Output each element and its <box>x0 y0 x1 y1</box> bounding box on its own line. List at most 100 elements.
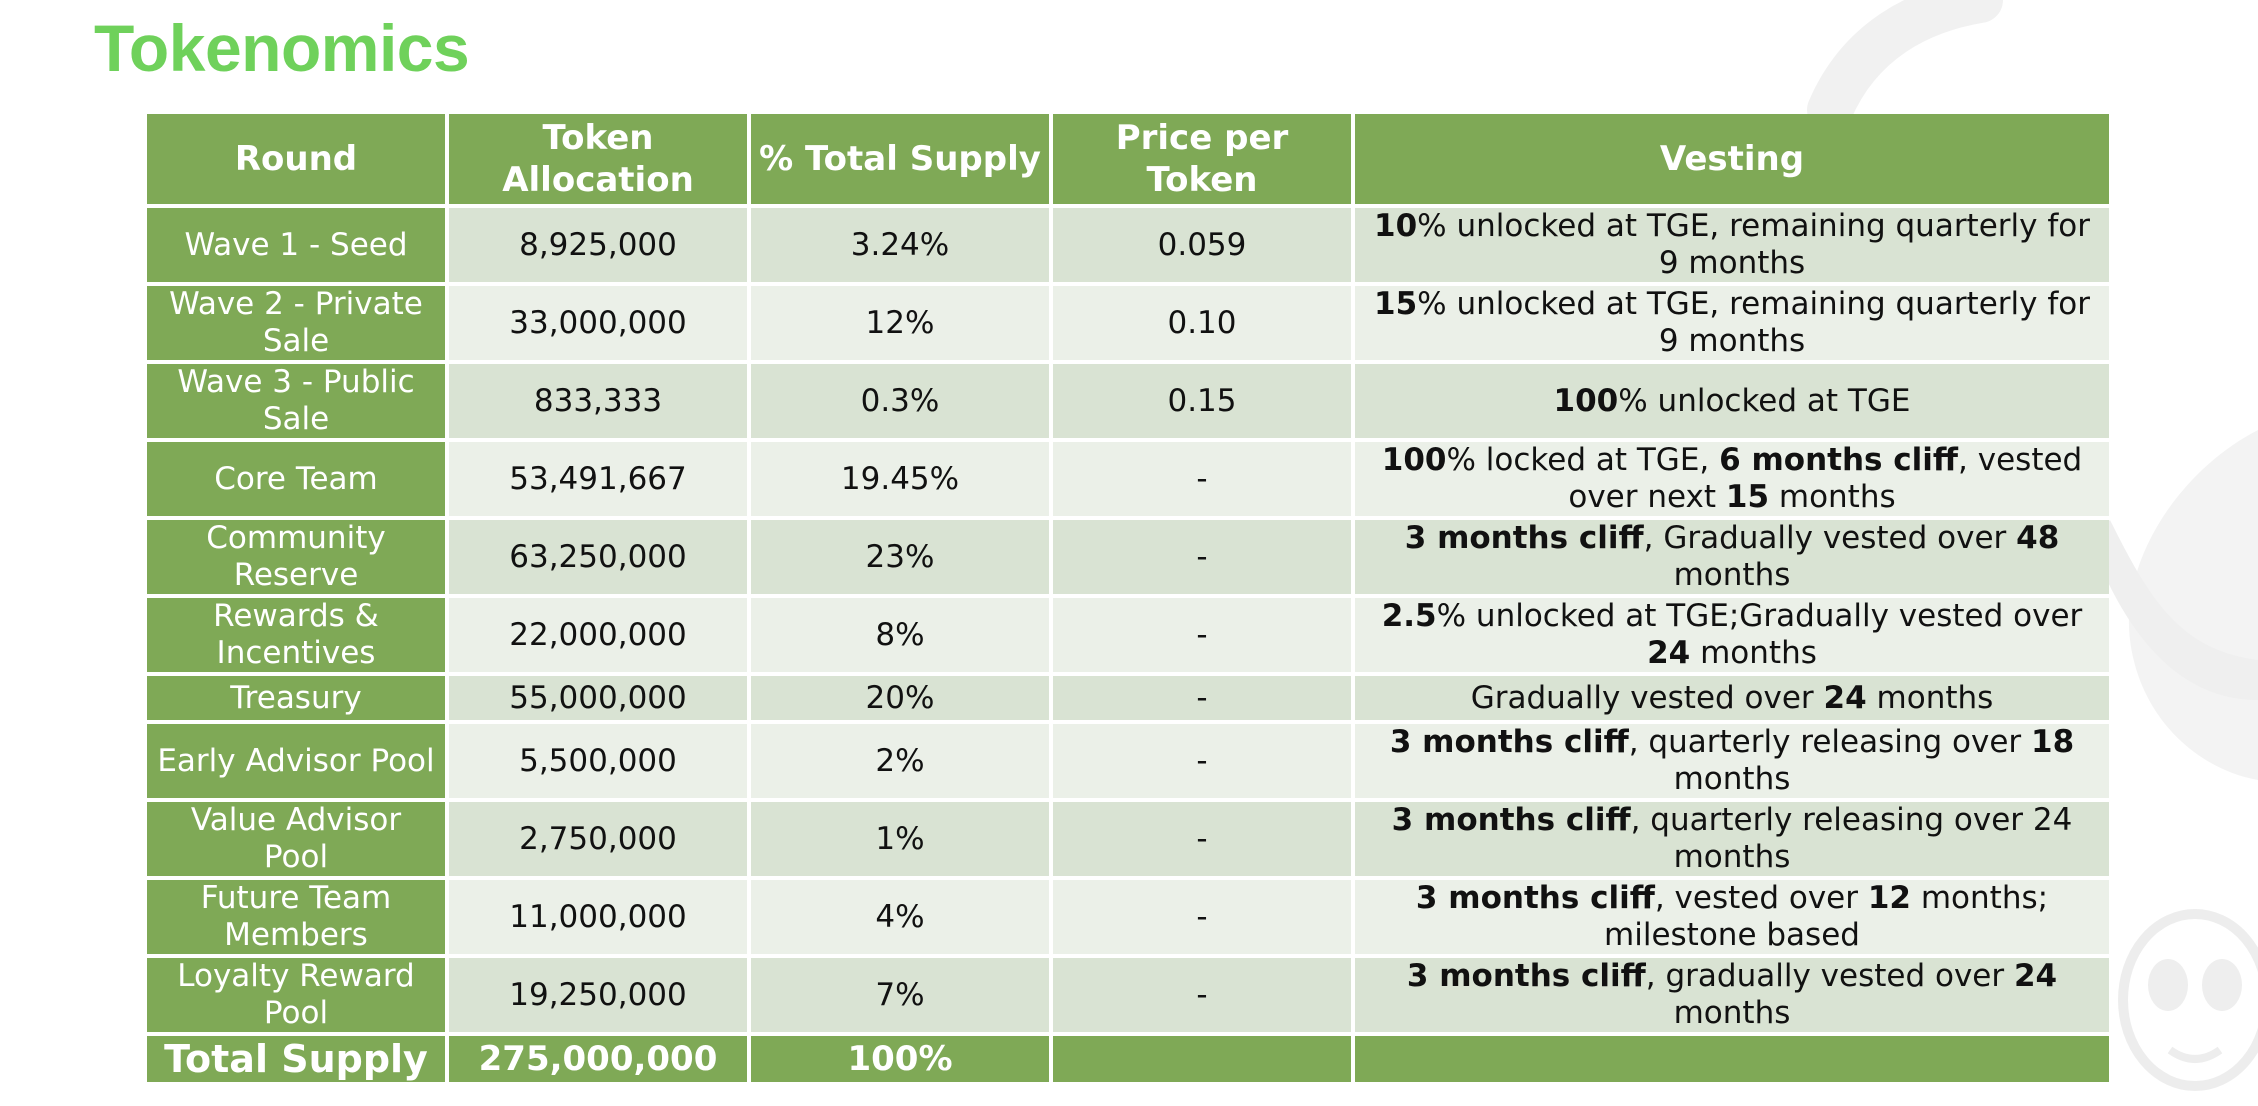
vesting-emphasis: 24 <box>1823 679 1867 716</box>
header-token-allocation: Token Allocation <box>449 114 747 204</box>
vesting-text: months <box>1769 479 1896 515</box>
vesting-emphasis: 100 <box>1381 442 1447 478</box>
header-total-supply-percent: % Total Supply <box>751 114 1049 204</box>
round-cell: Value Advisor Pool <box>147 802 445 876</box>
price-cell: - <box>1053 520 1351 594</box>
round-cell: Wave 2 - Private Sale <box>147 286 445 360</box>
total-supply-row: Total Supply 275,000,000 100% <box>147 1036 2109 1082</box>
vesting-emphasis: 3 months cliff <box>1391 802 1631 838</box>
table-row: Early Advisor Pool 5,500,000 2% -3 months c… <box>147 724 2109 798</box>
price-cell: - <box>1053 598 1351 672</box>
vesting-cell: 3 months cliff, vested over 12 months; m… <box>1355 880 2109 954</box>
vesting-cell: 10% unlocked at TGE, remaining quarterly… <box>1355 208 2109 282</box>
vesting-cell: Gradually vested over 24 months <box>1355 676 2109 720</box>
percent-cell: 23% <box>751 520 1049 594</box>
vesting-text: , vested over <box>1654 880 1868 916</box>
mascot-watermark <box>2118 909 2258 1091</box>
table-row: Wave 3 - Public Sale 833,333 0.3% 0.15 100% … <box>147 364 2109 438</box>
price-cell: - <box>1053 676 1351 720</box>
vesting-cell: 2.5% unlocked at TGE;Gradually vested ov… <box>1355 598 2109 672</box>
vesting-emphasis: 10 <box>1374 208 1418 244</box>
table-header-row: Round Token Allocation % Total Supply Pr… <box>147 114 2109 204</box>
percent-cell: 7% <box>751 958 1049 1032</box>
vesting-cell: 3 months cliff, Gradually vested over 48… <box>1355 520 2109 594</box>
vesting-cell: 15% unlocked at TGE, remaining quarterly… <box>1355 286 2109 360</box>
table-row: Wave 2 - Private Sale 33,000,000 12% 0.10 15… <box>147 286 2109 360</box>
vesting-text: , gradually vested over <box>1645 958 2014 994</box>
allocation-cell: 22,000,000 <box>449 598 747 672</box>
allocation-cell: 33,000,000 <box>449 286 747 360</box>
total-label: Total Supply <box>147 1036 445 1082</box>
allocation-cell: 55,000,000 <box>449 676 747 720</box>
round-cell: Wave 1 - Seed <box>147 208 445 282</box>
vesting-text: % locked at TGE, <box>1446 442 1720 478</box>
vesting-emphasis: 2.5 <box>1381 598 1437 634</box>
vesting-text: months <box>1866 679 1994 716</box>
allocation-cell: 8,925,000 <box>449 208 747 282</box>
percent-cell: 1% <box>751 802 1049 876</box>
vesting-text: months <box>1673 557 1791 593</box>
percent-cell: 2% <box>751 724 1049 798</box>
round-cell: Wave 3 - Public Sale <box>147 364 445 438</box>
round-cell: Community Reserve <box>147 520 445 594</box>
vesting-text: months <box>1673 761 1791 797</box>
allocation-cell: 833,333 <box>449 364 747 438</box>
table-row: Rewards & Incentives 22,000,000 8% -2.5% un… <box>147 598 2109 672</box>
vesting-emphasis: 15 <box>1374 286 1418 322</box>
vesting-emphasis: 6 months cliff <box>1719 442 1959 478</box>
price-cell: - <box>1053 958 1351 1032</box>
vesting-text: Gradually vested over <box>1470 679 1824 716</box>
vesting-emphasis: 3 months cliff <box>1404 520 1644 556</box>
vesting-text: months; milestone based <box>1604 880 2049 953</box>
price-cell: - <box>1053 442 1351 516</box>
percent-cell: 12% <box>751 286 1049 360</box>
vesting-emphasis: 100 <box>1553 382 1619 419</box>
table-row: Treasury 55,000,000 20% - Gradually vested o… <box>147 676 2109 720</box>
vesting-emphasis: 3 months cliff <box>1415 880 1655 916</box>
percent-cell: 4% <box>751 880 1049 954</box>
vesting-emphasis: 48 <box>2016 520 2060 556</box>
total-allocation: 275,000,000 <box>449 1036 747 1082</box>
vesting-text: , vested over next <box>1568 442 2083 515</box>
round-cell: Rewards & Incentives <box>147 598 445 672</box>
round-cell: Core Team <box>147 442 445 516</box>
round-cell: Treasury <box>147 676 445 720</box>
vesting-emphasis: 15 <box>1725 479 1770 515</box>
table-row: Core Team 53,491,667 19.45% -100% locked at… <box>147 442 2109 516</box>
total-vesting <box>1355 1036 2109 1082</box>
price-cell: - <box>1053 724 1351 798</box>
vesting-text: months <box>1690 635 1817 671</box>
vesting-emphasis: 24 <box>2013 958 2058 994</box>
price-cell: 0.15 <box>1053 364 1351 438</box>
vesting-text: , quarterly releasing over <box>1628 724 2032 760</box>
allocation-cell: 63,250,000 <box>449 520 747 594</box>
vesting-text: months <box>1673 995 1791 1031</box>
allocation-cell: 2,750,000 <box>449 802 747 876</box>
round-cell: Future Team Members <box>147 880 445 954</box>
round-cell: Early Advisor Pool <box>147 724 445 798</box>
vesting-cell: 3 months cliff, quarterly releasing over… <box>1355 724 2109 798</box>
vesting-text: % unlocked at TGE <box>1618 382 1911 419</box>
allocation-cell: 19,250,000 <box>449 958 747 1032</box>
vesting-text: , Gradually vested over <box>1643 520 2017 556</box>
header-vesting: Vesting <box>1355 114 2109 204</box>
price-cell: - <box>1053 802 1351 876</box>
table-row: Value Advisor Pool 2,750,000 1% - 3 months c… <box>147 802 2109 876</box>
allocation-cell: 11,000,000 <box>449 880 747 954</box>
page-title: Tokenomics <box>94 11 470 85</box>
tokenomics-table: Round Token Allocation % Total Supply Pr… <box>143 110 2113 1086</box>
round-cell: Loyalty Reward Pool <box>147 958 445 1032</box>
price-cell: - <box>1053 880 1351 954</box>
vesting-text: % unlocked at TGE, remaining quarterly f… <box>1417 208 2090 281</box>
total-percent: 100% <box>751 1036 1049 1082</box>
header-price-per-token: Price per Token <box>1053 114 1351 204</box>
allocation-cell: 5,500,000 <box>449 724 747 798</box>
vesting-emphasis: 3 months cliff <box>1389 724 1629 760</box>
price-cell: 0.059 <box>1053 208 1351 282</box>
table-row: Community Reserve 63,250,000 23% -3 months … <box>147 520 2109 594</box>
table-row: Loyalty Reward Pool 19,250,000 7% -3 months… <box>147 958 2109 1032</box>
vesting-emphasis: 24 <box>1647 635 1691 671</box>
percent-cell: 19.45% <box>751 442 1049 516</box>
percent-cell: 20% <box>751 676 1049 720</box>
